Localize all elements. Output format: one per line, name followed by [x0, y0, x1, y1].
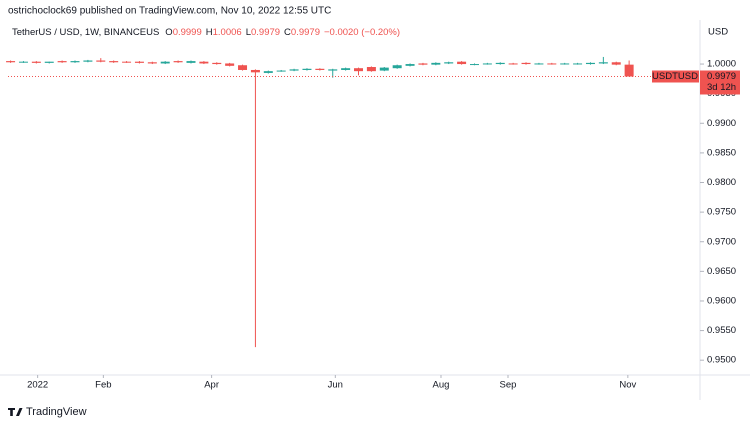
candle-body [18, 61, 28, 63]
y-tick-label: 0.9600 [707, 295, 736, 306]
candle-body [573, 63, 583, 65]
candle-body [31, 61, 41, 63]
candle-body [173, 61, 183, 63]
x-tick-label: 2022 [27, 380, 48, 391]
x-tick-label: Feb [95, 380, 111, 391]
candle-body [328, 69, 338, 71]
candle-body [147, 62, 157, 64]
candle-body [354, 68, 364, 72]
y-tick-label: 0.9500 [707, 355, 736, 366]
candle-body [44, 61, 54, 63]
candle-body [250, 69, 260, 73]
x-tick-label: Sep [500, 380, 517, 391]
ohlc-label: C [284, 27, 291, 38]
candle-body [212, 62, 222, 65]
y-tick-label: 0.9700 [707, 236, 736, 247]
candle-body [122, 61, 132, 63]
price: 0.9979 [707, 71, 736, 82]
y-tick-label: 0.9800 [707, 177, 736, 188]
candle-body [457, 61, 467, 65]
candle-body [341, 68, 351, 70]
candle-body [186, 61, 196, 63]
candle-body [134, 61, 144, 63]
candle-body [624, 64, 634, 77]
candle-body [238, 65, 248, 70]
ohlc-label: L [246, 27, 251, 38]
symbol-legend: TetherUS / USD, 1W, BINANCEUS O0.9999 H1.0… [12, 27, 400, 38]
candle-body [315, 68, 325, 70]
candle-body [521, 62, 531, 65]
x-tick-label: Aug [433, 380, 450, 391]
candle-body [96, 60, 106, 62]
logo-icon [8, 408, 23, 416]
ohlc-label: H [206, 27, 213, 38]
candle-body [508, 63, 518, 65]
ohlc-value: 0.9979 [291, 27, 320, 38]
candle-body [482, 63, 492, 65]
candle-body [225, 63, 235, 66]
ohlc-value: 0.9999 [173, 27, 202, 38]
candle-body [611, 62, 621, 65]
candle-body [57, 61, 67, 63]
candle-body [109, 61, 119, 63]
candle-body [495, 62, 505, 65]
candle-body [276, 70, 286, 72]
candle-body [379, 67, 389, 71]
candle-body [366, 67, 376, 72]
y-tick-label: 0.9900 [707, 118, 736, 129]
candle-body [6, 61, 16, 63]
publisher: ostrichoclock69 published on TradingView… [8, 6, 331, 17]
candle-body [598, 62, 608, 64]
y-tick-label: 1.0000 [707, 59, 736, 70]
candle-body [585, 62, 595, 65]
ohlc-value: 0.9979 [251, 27, 280, 38]
currency: USD [708, 27, 728, 38]
symbol: TetherUS / USD, 1W, BINANCEUS [12, 27, 159, 38]
candle-body [83, 60, 93, 62]
candle-body [70, 61, 80, 63]
y-tick-label: 0.9650 [707, 266, 736, 277]
ticker-tag [652, 70, 699, 83]
candle-body [289, 69, 299, 71]
y-tick-label: 0.9850 [707, 147, 736, 158]
ohlc-value: 1.0006 [213, 27, 242, 38]
candle-body [469, 64, 479, 66]
ohlc-label: O [165, 27, 172, 38]
candle-body [405, 64, 415, 66]
y-tick-label: 0.9750 [707, 207, 736, 218]
price-tag [700, 70, 740, 95]
candle-body [560, 63, 570, 65]
footer-logo: TradingView [8, 406, 87, 418]
candle-body [444, 62, 454, 64]
candle-body [418, 63, 428, 65]
ticker: USDTUSD [652, 71, 698, 82]
brand: TradingView [26, 406, 87, 418]
countdown: 3d 12h [707, 82, 736, 93]
candle-body [160, 61, 170, 64]
candle-body [534, 63, 544, 65]
candle-body [431, 62, 441, 65]
candle-body [392, 65, 402, 69]
candle-body [547, 63, 557, 65]
candle-body [199, 61, 209, 64]
x-tick-label: Apr [204, 380, 219, 391]
change: −0.0020 (−0.20%) [324, 27, 400, 38]
candle-body [263, 71, 273, 73]
x-tick-label: Jun [328, 380, 343, 391]
y-tick-label: 0.9550 [707, 325, 736, 336]
candle-body [302, 68, 312, 70]
x-tick-label: Nov [619, 380, 636, 391]
